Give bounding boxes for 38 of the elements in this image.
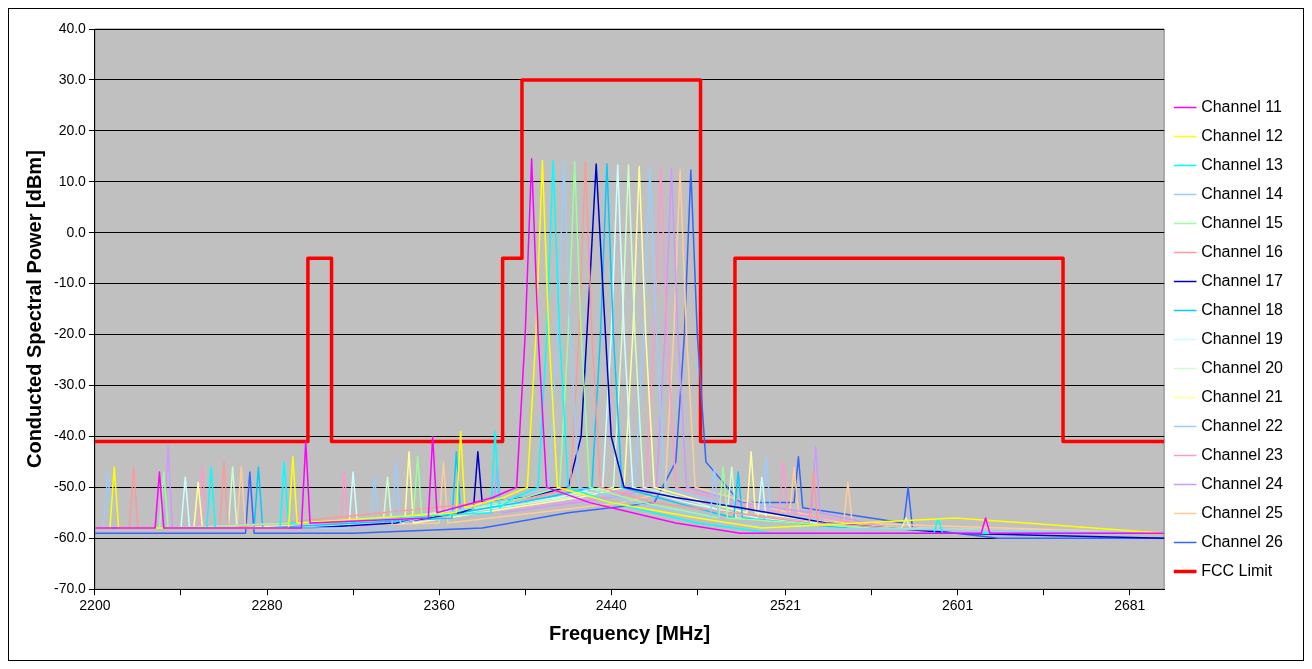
- x-tick-label: 2200: [79, 597, 111, 614]
- x-tick-label: 2440: [595, 597, 628, 614]
- y-tick-label: 0.0: [66, 223, 87, 240]
- x-tick-label: 2280: [251, 597, 283, 614]
- y-axis-title: Conducted Spectral Power [dBm]: [22, 150, 45, 469]
- legend-label: Channel 23: [1201, 445, 1284, 463]
- legend-label: Channel 13: [1201, 155, 1284, 173]
- legend-label: Channel 14: [1201, 184, 1284, 202]
- x-tick-label: 2601: [942, 597, 974, 614]
- legend-label: Channel 12: [1201, 126, 1284, 144]
- x-tick-label: 2360: [423, 597, 455, 614]
- legend-label: Channel 22: [1201, 416, 1284, 434]
- legend-label: Channel 26: [1201, 532, 1284, 550]
- legend-label: Channel 25: [1201, 503, 1284, 521]
- legend-label: Channel 24: [1201, 474, 1284, 492]
- x-tick-label: 2681: [1114, 597, 1146, 614]
- y-tick-label: 20.0: [58, 121, 87, 138]
- legend-label: Channel 15: [1201, 213, 1284, 231]
- legend-label: FCC Limit: [1201, 561, 1273, 579]
- legend-label: Channel 11: [1201, 97, 1282, 115]
- y-tick-label: -60.0: [53, 529, 87, 546]
- x-tick-label: 2521: [769, 597, 802, 614]
- y-tick-label: -50.0: [53, 478, 87, 495]
- x-axis-title: Frequency [MHz]: [548, 621, 711, 644]
- y-tick-label: -70.0: [53, 580, 87, 597]
- legend-label: Channel 17: [1201, 271, 1284, 289]
- y-tick-label: 40.0: [58, 19, 87, 36]
- legend-label: Channel 20: [1201, 358, 1284, 376]
- y-tick-label: -20.0: [53, 325, 87, 342]
- y-tick-label: -30.0: [53, 376, 87, 393]
- y-tick-label: 10.0: [58, 172, 87, 189]
- legend-label: Channel 19: [1201, 329, 1284, 347]
- legend-label: Channel 16: [1201, 242, 1284, 260]
- y-tick-label: -40.0: [53, 427, 87, 444]
- legend-label: Channel 18: [1201, 300, 1284, 318]
- y-tick-label: -10.0: [53, 274, 87, 291]
- y-tick-label: 30.0: [58, 70, 87, 87]
- legend-label: Channel 21: [1201, 387, 1284, 405]
